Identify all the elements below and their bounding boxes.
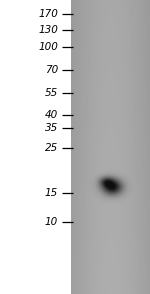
Text: 100: 100 bbox=[38, 42, 58, 52]
Text: 15: 15 bbox=[45, 188, 58, 198]
Text: 10: 10 bbox=[45, 217, 58, 227]
Text: 130: 130 bbox=[38, 25, 58, 35]
Text: 55: 55 bbox=[45, 88, 58, 98]
Text: 35: 35 bbox=[45, 123, 58, 133]
Text: 170: 170 bbox=[38, 9, 58, 19]
Text: 25: 25 bbox=[45, 143, 58, 153]
Text: 40: 40 bbox=[45, 110, 58, 120]
Text: 70: 70 bbox=[45, 65, 58, 75]
